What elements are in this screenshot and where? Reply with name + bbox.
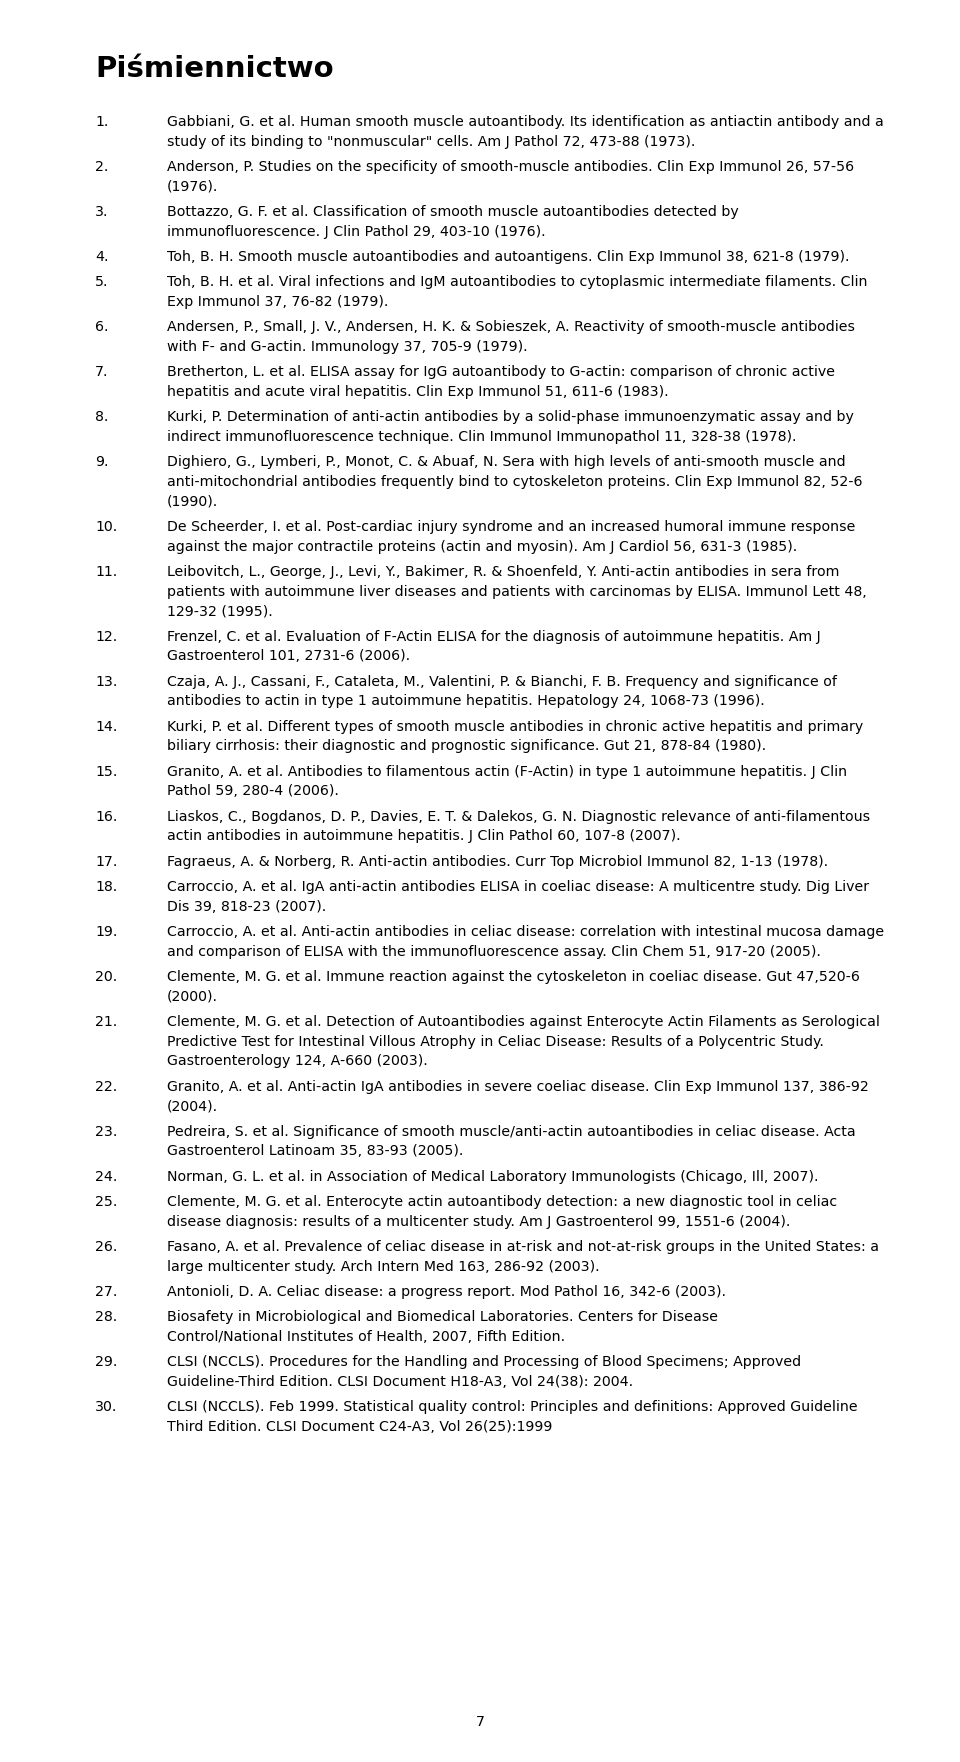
Text: Gastroenterology 124, A-660 (2003).: Gastroenterology 124, A-660 (2003). bbox=[167, 1054, 428, 1068]
Text: disease diagnosis: results of a multicenter study. Am J Gastroenterol 99, 1551-6: disease diagnosis: results of a multicen… bbox=[167, 1214, 791, 1228]
Text: Dighiero, G., Lymberi, P., Monot, C. & Abuaf, N. Sera with high levels of anti-s: Dighiero, G., Lymberi, P., Monot, C. & A… bbox=[167, 455, 846, 469]
Text: patients with autoimmune liver diseases and patients with carcinomas by ELISA. I: patients with autoimmune liver diseases … bbox=[167, 585, 867, 599]
Text: Biosafety in Microbiological and Biomedical Laboratories. Centers for Disease: Biosafety in Microbiological and Biomedi… bbox=[167, 1311, 718, 1325]
Text: CLSI (NCCLS). Procedures for the Handling and Processing of Blood Specimens; App: CLSI (NCCLS). Procedures for the Handlin… bbox=[167, 1355, 802, 1369]
Text: Toh, B. H. Smooth muscle autoantibodies and autoantigens. Clin Exp Immunol 38, 6: Toh, B. H. Smooth muscle autoantibodies … bbox=[167, 250, 850, 264]
Text: Leibovitch, L., George, J., Levi, Y., Bakimer, R. & Shoenfeld, Y. Anti-actin ant: Leibovitch, L., George, J., Levi, Y., Ba… bbox=[167, 566, 840, 580]
Text: with F- and G-actin. Immunology 37, 705-9 (1979).: with F- and G-actin. Immunology 37, 705-… bbox=[167, 340, 528, 354]
Text: Frenzel, C. et al. Evaluation of F-Actin ELISA for the diagnosis of autoimmune h: Frenzel, C. et al. Evaluation of F-Actin… bbox=[167, 629, 821, 643]
Text: Gastroenterol Latinoam 35, 83-93 (2005).: Gastroenterol Latinoam 35, 83-93 (2005). bbox=[167, 1145, 464, 1158]
Text: Exp Immunol 37, 76-82 (1979).: Exp Immunol 37, 76-82 (1979). bbox=[167, 294, 389, 308]
Text: Pedreira, S. et al. Significance of smooth muscle/anti-actin autoantibodies in c: Pedreira, S. et al. Significance of smoo… bbox=[167, 1124, 856, 1138]
Text: anti-mitochondrial antibodies frequently bind to cytoskeleton proteins. Clin Exp: anti-mitochondrial antibodies frequently… bbox=[167, 476, 863, 490]
Text: De Scheerder, I. et al. Post-cardiac injury syndrome and an increased humoral im: De Scheerder, I. et al. Post-cardiac inj… bbox=[167, 520, 855, 534]
Text: Clemente, M. G. et al. Detection of Autoantibodies against Enterocyte Actin Fila: Clemente, M. G. et al. Detection of Auto… bbox=[167, 1015, 880, 1029]
Text: Gabbiani, G. et al. Human smooth muscle autoantibody. Its identification as anti: Gabbiani, G. et al. Human smooth muscle … bbox=[167, 115, 884, 129]
Text: biliary cirrhosis: their diagnostic and prognostic significance. Gut 21, 878-84 : biliary cirrhosis: their diagnostic and … bbox=[167, 740, 766, 754]
Text: large multicenter study. Arch Intern Med 163, 286-92 (2003).: large multicenter study. Arch Intern Med… bbox=[167, 1260, 600, 1274]
Text: Carroccio, A. et al. Anti-actin antibodies in celiac disease: correlation with i: Carroccio, A. et al. Anti-actin antibodi… bbox=[167, 925, 884, 939]
Text: 19.: 19. bbox=[95, 925, 117, 939]
Text: 20.: 20. bbox=[95, 971, 117, 983]
Text: Kurki, P. Determination of anti-actin antibodies by a solid-phase immunoenzymati: Kurki, P. Determination of anti-actin an… bbox=[167, 411, 854, 425]
Text: 14.: 14. bbox=[95, 719, 117, 733]
Text: Granito, A. et al. Anti-actin IgA antibodies in severe coeliac disease. Clin Exp: Granito, A. et al. Anti-actin IgA antibo… bbox=[167, 1080, 869, 1094]
Text: CLSI (NCCLS). Feb 1999. Statistical quality control: Principles and definitions:: CLSI (NCCLS). Feb 1999. Statistical qual… bbox=[167, 1401, 858, 1415]
Text: Norman, G. L. et al. in Association of Medical Laboratory Immunologists (Chicago: Norman, G. L. et al. in Association of M… bbox=[167, 1170, 819, 1184]
Text: 26.: 26. bbox=[95, 1240, 117, 1255]
Text: 6.: 6. bbox=[95, 321, 108, 335]
Text: Guideline-Third Edition. CLSI Document H18-A3, Vol 24(38): 2004.: Guideline-Third Edition. CLSI Document H… bbox=[167, 1374, 634, 1388]
Text: Anderson, P. Studies on the specificity of smooth-muscle antibodies. Clin Exp Im: Anderson, P. Studies on the specificity … bbox=[167, 160, 854, 174]
Text: 11.: 11. bbox=[95, 566, 117, 580]
Text: immunofluorescence. J Clin Pathol 29, 403-10 (1976).: immunofluorescence. J Clin Pathol 29, 40… bbox=[167, 226, 546, 238]
Text: 1.: 1. bbox=[95, 115, 108, 129]
Text: 29.: 29. bbox=[95, 1355, 117, 1369]
Text: Bottazzo, G. F. et al. Classification of smooth muscle autoantibodies detected b: Bottazzo, G. F. et al. Classification of… bbox=[167, 204, 739, 218]
Text: 129-32 (1995).: 129-32 (1995). bbox=[167, 604, 273, 618]
Text: 25.: 25. bbox=[95, 1195, 117, 1209]
Text: Clemente, M. G. et al. Immune reaction against the cytoskeleton in coeliac disea: Clemente, M. G. et al. Immune reaction a… bbox=[167, 971, 860, 983]
Text: actin antibodies in autoimmune hepatitis. J Clin Pathol 60, 107-8 (2007).: actin antibodies in autoimmune hepatitis… bbox=[167, 830, 681, 844]
Text: 9.: 9. bbox=[95, 455, 108, 469]
Text: 8.: 8. bbox=[95, 411, 108, 425]
Text: 15.: 15. bbox=[95, 765, 117, 779]
Text: (2004).: (2004). bbox=[167, 1099, 218, 1114]
Text: Liaskos, C., Bogdanos, D. P., Davies, E. T. & Dalekos, G. N. Diagnostic relevanc: Liaskos, C., Bogdanos, D. P., Davies, E.… bbox=[167, 811, 871, 823]
Text: 28.: 28. bbox=[95, 1311, 117, 1325]
Text: Carroccio, A. et al. IgA anti-actin antibodies ELISA in coeliac disease: A multi: Carroccio, A. et al. IgA anti-actin anti… bbox=[167, 879, 870, 893]
Text: 7.: 7. bbox=[95, 365, 108, 379]
Text: Piśmiennictwo: Piśmiennictwo bbox=[95, 55, 334, 83]
Text: Dis 39, 818-23 (2007).: Dis 39, 818-23 (2007). bbox=[167, 900, 326, 914]
Text: Fasano, A. et al. Prevalence of celiac disease in at-risk and not-at-risk groups: Fasano, A. et al. Prevalence of celiac d… bbox=[167, 1240, 879, 1255]
Text: 7: 7 bbox=[475, 1714, 485, 1729]
Text: Antonioli, D. A. Celiac disease: a progress report. Mod Pathol 16, 342-6 (2003).: Antonioli, D. A. Celiac disease: a progr… bbox=[167, 1284, 726, 1299]
Text: Pathol 59, 280-4 (2006).: Pathol 59, 280-4 (2006). bbox=[167, 784, 339, 798]
Text: 5.: 5. bbox=[95, 275, 108, 289]
Text: 27.: 27. bbox=[95, 1284, 117, 1299]
Text: (1976).: (1976). bbox=[167, 180, 219, 194]
Text: 3.: 3. bbox=[95, 204, 108, 218]
Text: Granito, A. et al. Antibodies to filamentous actin (F-Actin) in type 1 autoimmun: Granito, A. et al. Antibodies to filamen… bbox=[167, 765, 848, 779]
Text: 21.: 21. bbox=[95, 1015, 117, 1029]
Text: hepatitis and acute viral hepatitis. Clin Exp Immunol 51, 611-6 (1983).: hepatitis and acute viral hepatitis. Cli… bbox=[167, 386, 669, 398]
Text: Toh, B. H. et al. Viral infections and IgM autoantibodies to cytoplasmic interme: Toh, B. H. et al. Viral infections and I… bbox=[167, 275, 868, 289]
Text: Andersen, P., Small, J. V., Andersen, H. K. & Sobieszek, A. Reactivity of smooth: Andersen, P., Small, J. V., Andersen, H.… bbox=[167, 321, 855, 335]
Text: 17.: 17. bbox=[95, 855, 117, 869]
Text: against the major contractile proteins (actin and myosin). Am J Cardiol 56, 631-: against the major contractile proteins (… bbox=[167, 539, 798, 553]
Text: 23.: 23. bbox=[95, 1124, 117, 1138]
Text: Predictive Test for Intestinal Villous Atrophy in Celiac Disease: Results of a P: Predictive Test for Intestinal Villous A… bbox=[167, 1034, 824, 1048]
Text: and comparison of ELISA with the immunofluorescence assay. Clin Chem 51, 917-20 : and comparison of ELISA with the immunof… bbox=[167, 944, 821, 959]
Text: Bretherton, L. et al. ELISA assay for IgG autoantibody to G-actin: comparison of: Bretherton, L. et al. ELISA assay for Ig… bbox=[167, 365, 835, 379]
Text: indirect immunofluorescence technique. Clin Immunol Immunopathol 11, 328-38 (197: indirect immunofluorescence technique. C… bbox=[167, 430, 797, 444]
Text: 24.: 24. bbox=[95, 1170, 117, 1184]
Text: 2.: 2. bbox=[95, 160, 108, 174]
Text: Fagraeus, A. & Norberg, R. Anti-actin antibodies. Curr Top Microbiol Immunol 82,: Fagraeus, A. & Norberg, R. Anti-actin an… bbox=[167, 855, 828, 869]
Text: Gastroenterol 101, 2731-6 (2006).: Gastroenterol 101, 2731-6 (2006). bbox=[167, 650, 410, 664]
Text: (1990).: (1990). bbox=[167, 495, 219, 509]
Text: 22.: 22. bbox=[95, 1080, 117, 1094]
Text: (2000).: (2000). bbox=[167, 990, 218, 1004]
Text: Czaja, A. J., Cassani, F., Cataleta, M., Valentini, P. & Bianchi, F. B. Frequenc: Czaja, A. J., Cassani, F., Cataleta, M.,… bbox=[167, 675, 837, 689]
Text: 4.: 4. bbox=[95, 250, 108, 264]
Text: 30.: 30. bbox=[95, 1401, 117, 1415]
Text: Third Edition. CLSI Document C24-A3, Vol 26(25):1999: Third Edition. CLSI Document C24-A3, Vol… bbox=[167, 1420, 553, 1434]
Text: 10.: 10. bbox=[95, 520, 117, 534]
Text: 18.: 18. bbox=[95, 879, 117, 893]
Text: Clemente, M. G. et al. Enterocyte actin autoantibody detection: a new diagnostic: Clemente, M. G. et al. Enterocyte actin … bbox=[167, 1195, 837, 1209]
Text: 16.: 16. bbox=[95, 811, 117, 823]
Text: study of its binding to "nonmuscular" cells. Am J Pathol 72, 473-88 (1973).: study of its binding to "nonmuscular" ce… bbox=[167, 134, 696, 148]
Text: Control/National Institutes of Health, 2007, Fifth Edition.: Control/National Institutes of Health, 2… bbox=[167, 1330, 565, 1344]
Text: antibodies to actin in type 1 autoimmune hepatitis. Hepatology 24, 1068-73 (1996: antibodies to actin in type 1 autoimmune… bbox=[167, 694, 765, 708]
Text: 13.: 13. bbox=[95, 675, 117, 689]
Text: Kurki, P. et al. Different types of smooth muscle antibodies in chronic active h: Kurki, P. et al. Different types of smoo… bbox=[167, 719, 863, 733]
Text: 12.: 12. bbox=[95, 629, 117, 643]
